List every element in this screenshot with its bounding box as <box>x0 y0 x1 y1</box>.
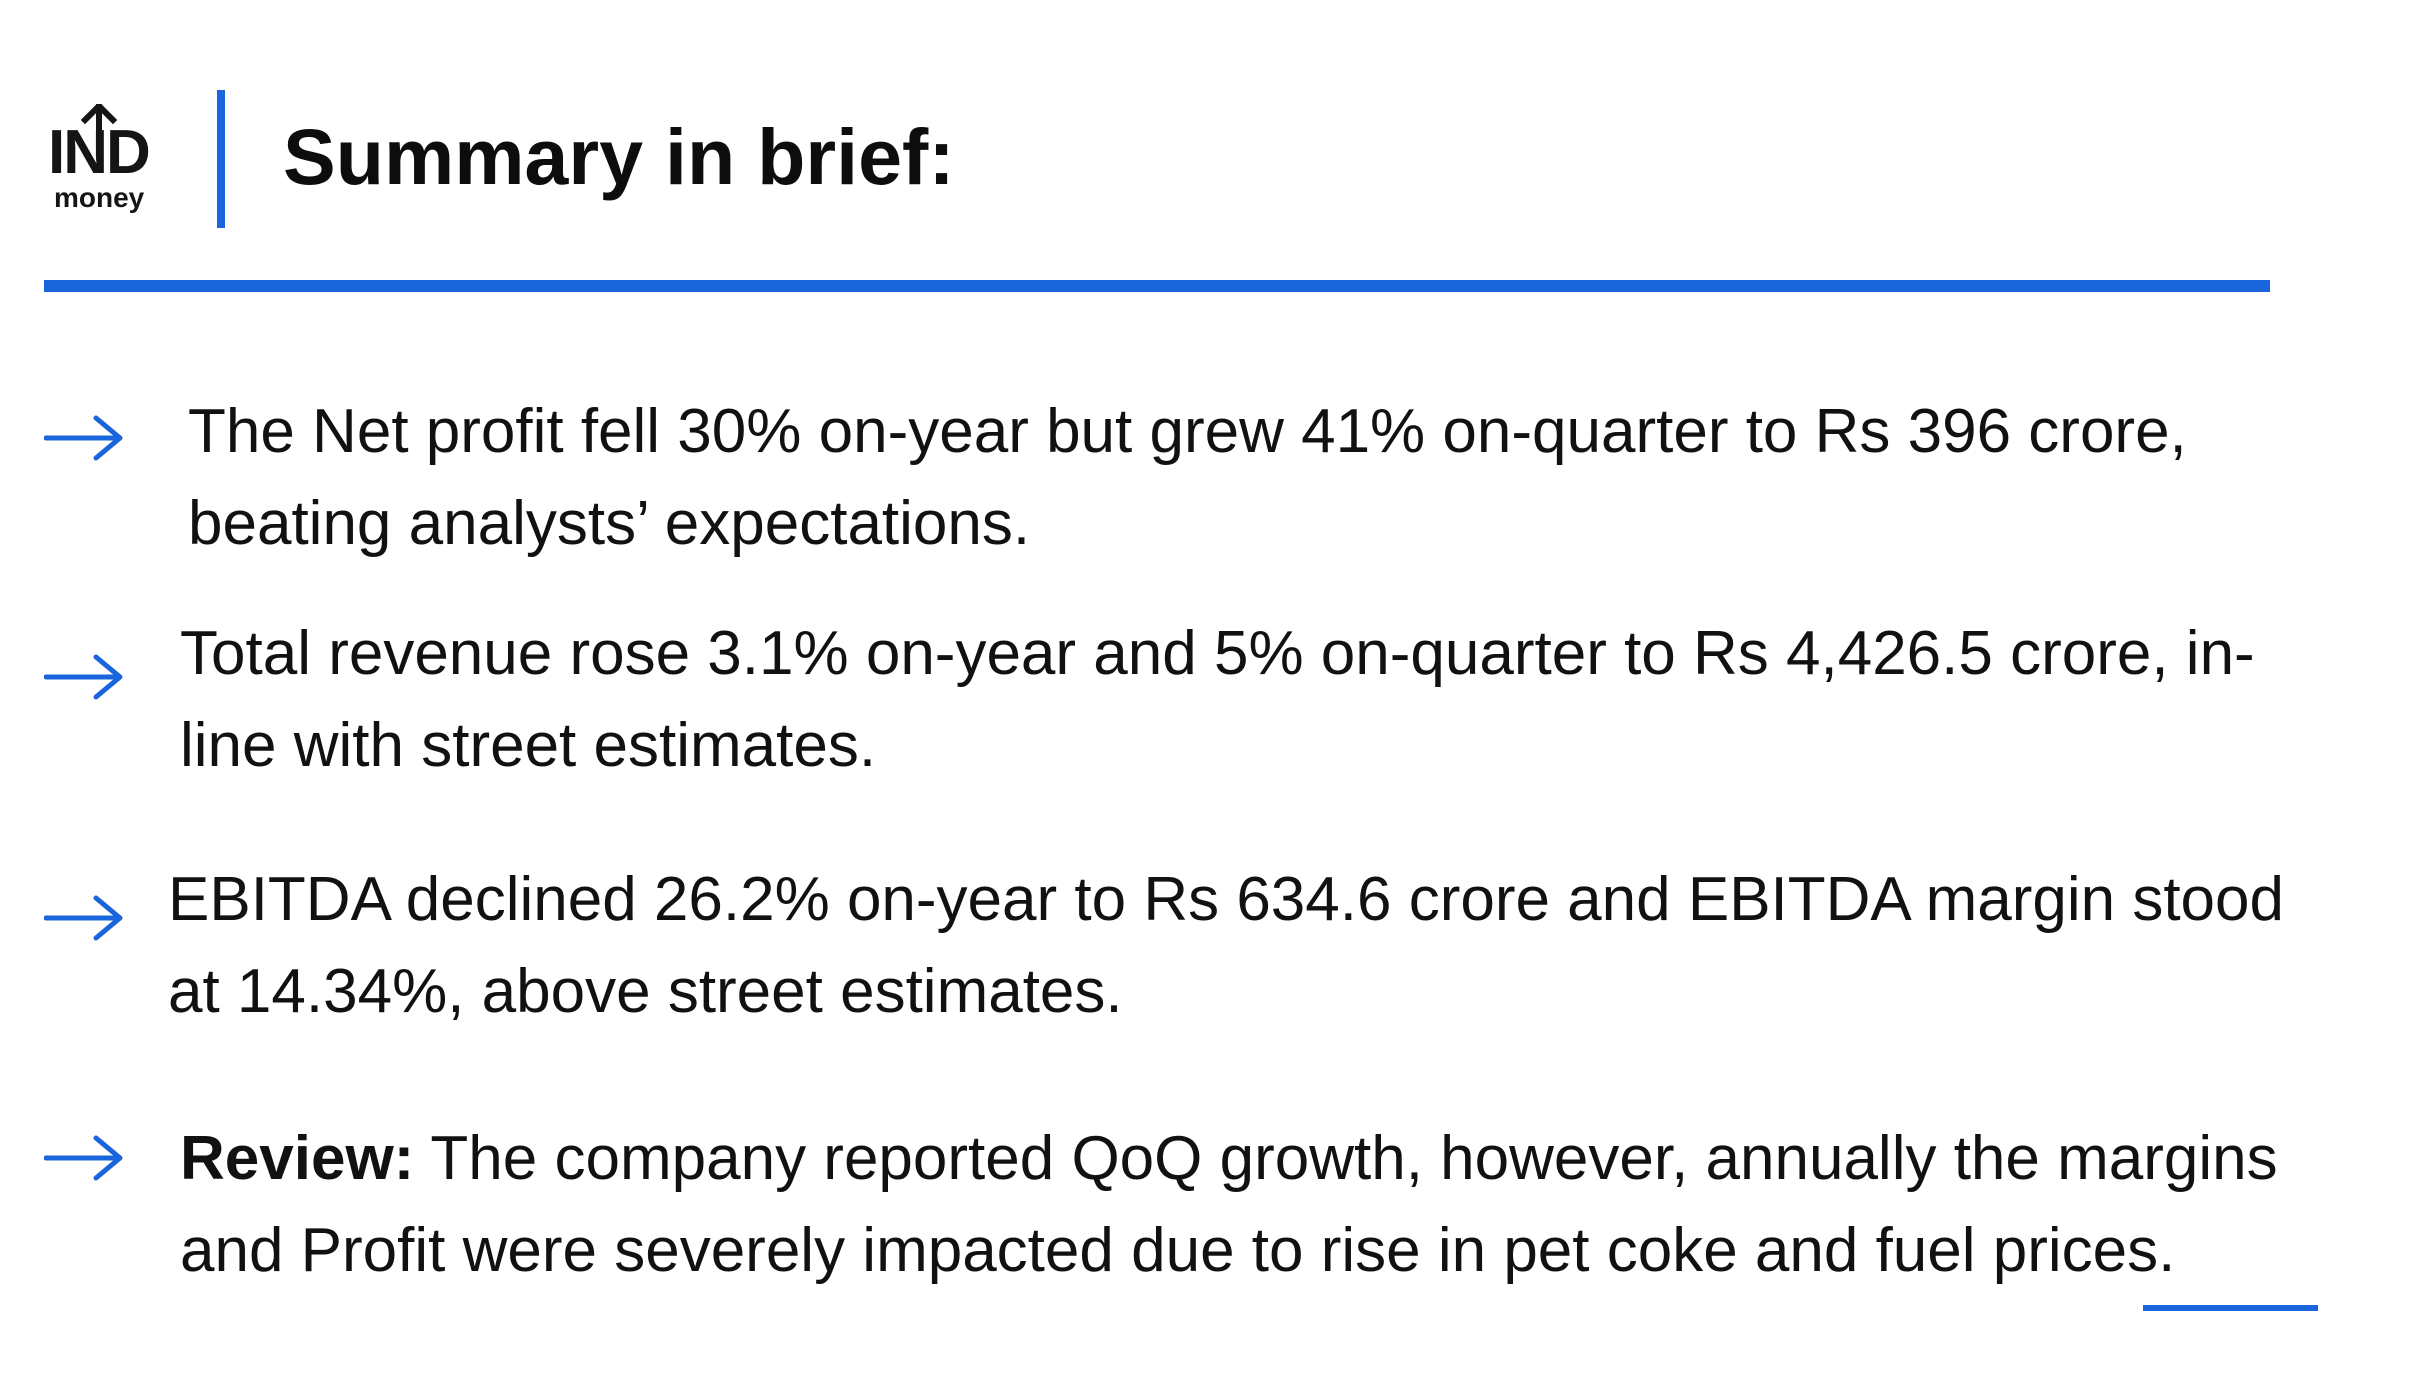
right-arrow-icon <box>44 654 123 700</box>
right-arrow-icon <box>44 415 123 461</box>
bullet-text-1: The Net profit fell 30% on-year but grew… <box>188 386 2288 570</box>
bullet-text-4: Review: The company reported QoQ growth,… <box>180 1113 2370 1297</box>
bullet-body-4: The company reported QoQ growth, however… <box>180 1124 2278 1285</box>
right-arrow-icon <box>44 1135 123 1181</box>
right-arrow-icon <box>44 895 123 941</box>
header-vertical-divider <box>217 90 225 228</box>
footer-accent-line <box>2143 1305 2318 1311</box>
bullet-text-2: Total revenue rose 3.1% on-year and 5% o… <box>180 608 2300 792</box>
indmoney-logo: IND money <box>48 100 158 220</box>
header-underline <box>44 280 2270 292</box>
page-title: Summary in brief: <box>283 112 955 201</box>
bullet-body-1: The Net profit fell 30% on-year but grew… <box>188 397 2187 558</box>
review-label: Review: <box>180 1124 415 1193</box>
bullet-text-3: EBITDA declined 26.2% on-year to Rs 634.… <box>168 854 2348 1038</box>
logo-ind-text: IND <box>48 118 151 187</box>
logo-money-text: money <box>54 182 145 213</box>
bullet-body-3: EBITDA declined 26.2% on-year to Rs 634.… <box>168 865 2284 1026</box>
up-arrow-icon <box>80 104 118 144</box>
bullet-body-2: Total revenue rose 3.1% on-year and 5% o… <box>180 619 2255 780</box>
